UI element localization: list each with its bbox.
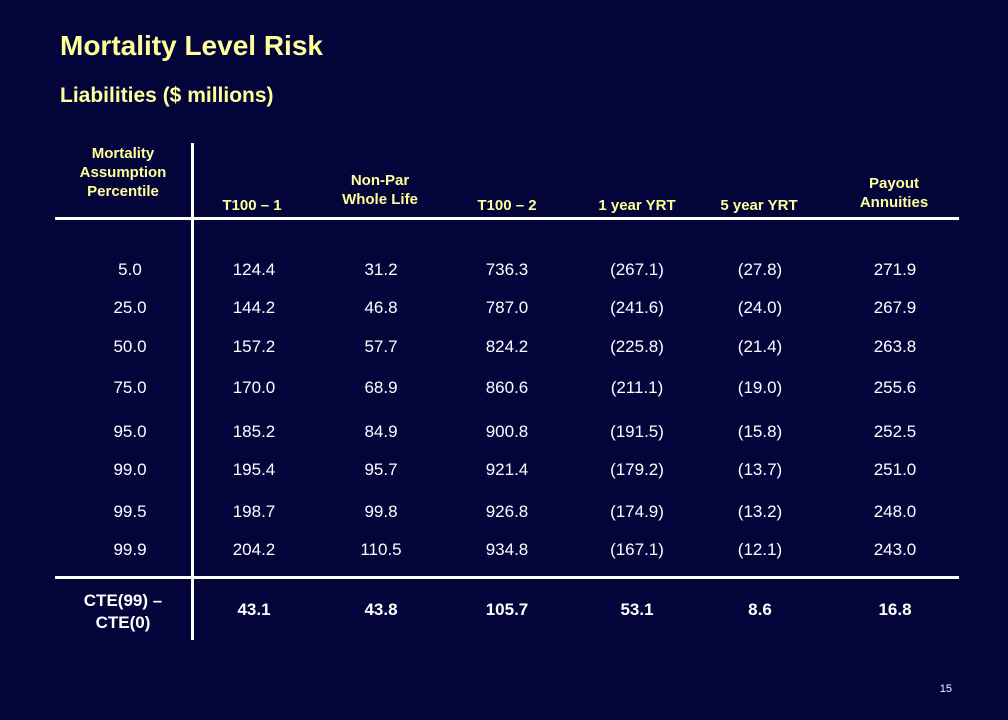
table-cell: 248.0 (873, 502, 917, 521)
header-line: T100 – 2 (477, 197, 537, 214)
slide-subtitle: Liabilities ($ millions) (60, 84, 274, 107)
header-t100-1: T100 – 1 (194, 196, 310, 215)
table-cell: (267.1) (610, 260, 664, 279)
table-cell: 271.9 (873, 260, 917, 279)
table-cell: (225.8) (610, 337, 664, 356)
cte-value: 8.6 (748, 600, 772, 619)
table-cell: 185.2 (232, 422, 276, 441)
table-cell: 84.9 (364, 422, 398, 441)
table-cell: 99.0 (113, 460, 147, 479)
table-cell: 25.0 (113, 298, 147, 317)
cte-value: 105.7 (485, 600, 529, 619)
table-cell: (13.7) (737, 460, 783, 479)
table-cell: 57.7 (364, 337, 398, 356)
table-cell: 50.0 (113, 337, 147, 356)
table-cell: (241.6) (610, 298, 664, 317)
table-cell: (13.2) (737, 502, 783, 521)
table-cell: (24.0) (737, 298, 783, 317)
table-cell: 900.8 (485, 422, 529, 441)
table-cell: (174.9) (610, 502, 664, 521)
table-cell: 95.7 (364, 460, 398, 479)
table-cell: 824.2 (485, 337, 529, 356)
table-cell: 170.0 (232, 378, 276, 397)
table-cell: (179.2) (610, 460, 664, 479)
cte-label-line: CTE(99) – (83, 591, 163, 610)
table-cell: 198.7 (232, 502, 276, 521)
header-payout-annuities: Payout Annuities (834, 174, 954, 212)
table-cell: (15.8) (737, 422, 783, 441)
table-cell: 99.8 (364, 502, 398, 521)
table-cell: 934.8 (485, 540, 529, 559)
table-cell: (191.5) (610, 422, 664, 441)
cte-value: 43.8 (364, 600, 398, 619)
table-cell: 736.3 (485, 260, 529, 279)
footer-divider (55, 576, 959, 579)
table-cell: (27.8) (737, 260, 783, 279)
table-cell: 68.9 (364, 378, 398, 397)
header-divider (55, 217, 959, 220)
table-cell: 251.0 (873, 460, 917, 479)
header-line: Annuities (859, 194, 929, 211)
header-line: 5 year YRT (720, 197, 798, 214)
header-line: Percentile (87, 183, 159, 200)
cte-label: CTE(99) – CTE(0) (55, 590, 191, 634)
table-cell: 926.8 (485, 502, 529, 521)
table-cell: 195.4 (232, 460, 276, 479)
table-cell: 860.6 (485, 378, 529, 397)
header-line: Mortality (91, 145, 155, 162)
table-cell: (211.1) (610, 378, 664, 397)
table-cell: 5.0 (118, 260, 142, 279)
table-cell: 110.5 (360, 540, 402, 559)
cte-label-line: CTE(0) (95, 613, 151, 632)
header-5-year-yrt: 5 year YRT (704, 196, 814, 215)
header-line: 1 year YRT (598, 197, 676, 214)
table-cell: 46.8 (364, 298, 398, 317)
cte-value: 53.1 (620, 600, 654, 619)
table-cell: (21.4) (737, 337, 783, 356)
column-divider (191, 143, 194, 640)
header-line: Whole Life (342, 191, 418, 208)
table-cell: 252.5 (873, 422, 917, 441)
table-cell: 99.5 (113, 502, 147, 521)
header-mortality-percentile: Mortality Assumption Percentile (55, 144, 191, 201)
header-line: Assumption (79, 164, 167, 181)
table-cell: (12.1) (737, 540, 783, 559)
table-cell: 99.9 (113, 540, 147, 559)
table-cell: 243.0 (873, 540, 917, 559)
header-t100-2: T100 – 2 (452, 196, 562, 215)
table-cell: 267.9 (873, 298, 917, 317)
table-cell: 75.0 (113, 378, 147, 397)
table-cell: 255.6 (873, 378, 917, 397)
table-cell: (167.1) (610, 540, 664, 559)
header-nonpar-whole-life: Non-Par Whole Life (318, 171, 442, 209)
header-line: T100 – 1 (222, 197, 282, 214)
table-cell: 263.8 (873, 337, 917, 356)
table-cell: 204.2 (232, 540, 276, 559)
table-cell: 31.2 (364, 260, 398, 279)
header-line: Payout (868, 175, 919, 192)
header-1-year-yrt: 1 year YRT (578, 196, 696, 215)
table-cell: 144.2 (232, 298, 276, 317)
table-cell: 124.4 (232, 260, 276, 279)
table-cell: 921.4 (485, 460, 529, 479)
table-cell: 787.0 (485, 298, 529, 317)
header-line: Non-Par (350, 172, 410, 189)
slide-title: Mortality Level Risk (60, 30, 323, 61)
cte-value: 43.1 (237, 600, 271, 619)
page-number: 15 (939, 683, 952, 695)
table-cell: (19.0) (737, 378, 783, 397)
cte-value: 16.8 (878, 600, 912, 619)
table-cell: 95.0 (113, 422, 147, 441)
table-cell: 157.2 (232, 337, 276, 356)
